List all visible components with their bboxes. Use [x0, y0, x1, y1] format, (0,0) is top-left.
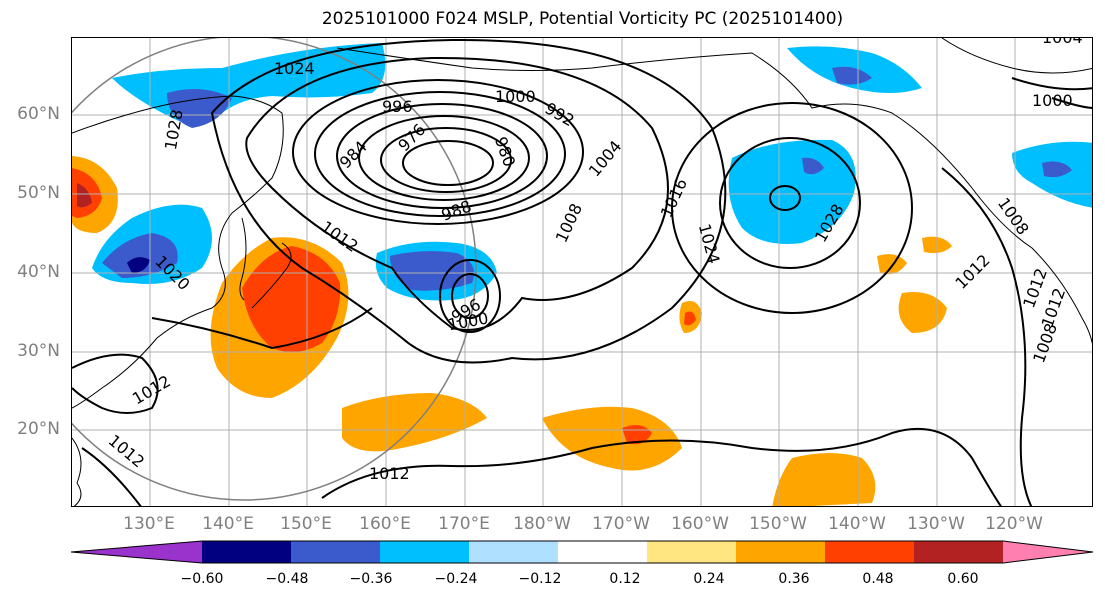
- colorbar-tick: 0.60: [947, 571, 979, 587]
- colorbar-segment: [736, 541, 825, 563]
- colorbar-tick: −0.24: [434, 571, 478, 587]
- contour-label: 1012: [951, 251, 993, 293]
- lon-label: 130°E: [123, 514, 175, 534]
- colorbar-tick: 0.36: [778, 571, 810, 587]
- contour-label: 1004: [585, 137, 626, 180]
- colorbar-segment: [291, 541, 380, 563]
- lat-label: 30°N: [17, 341, 60, 361]
- colorbar-segment: [558, 541, 647, 563]
- mslp-isobars: [72, 38, 1092, 506]
- colorbar-segment: [825, 541, 914, 563]
- pv-negative-regions: [92, 43, 1092, 301]
- lon-label: 150°W: [749, 514, 807, 534]
- colorbar-segments: [71, 541, 1093, 563]
- lon-label: 170°E: [438, 514, 490, 534]
- lon-label: 160°E: [359, 514, 411, 534]
- colorbar-tick: 0.24: [693, 571, 725, 587]
- map-panel: 1024 1028 996 984 976 980 1000 992 1004 …: [71, 37, 1093, 507]
- colorbar-tick: −0.60: [180, 571, 224, 587]
- lon-label: 180°W: [513, 514, 571, 534]
- map-svg: 1024 1028 996 984 976 980 1000 992 1004 …: [72, 38, 1092, 506]
- lat-label: 50°N: [17, 183, 60, 203]
- contour-label: 976: [394, 120, 429, 155]
- colorbar-tick: −0.12: [518, 571, 562, 587]
- contour-label: 1012: [105, 431, 148, 472]
- colorbar-segment: [469, 541, 558, 563]
- contour-label: 1000: [495, 87, 536, 106]
- colorbar-tick: −0.48: [265, 571, 309, 587]
- lon-label: 170°W: [592, 514, 650, 534]
- colorbar-tick: 0.48: [862, 571, 894, 587]
- colorbar-segment: [1003, 541, 1093, 563]
- contour-label: 1016: [657, 175, 691, 220]
- lon-label: 120°W: [985, 514, 1043, 534]
- contour-label: 1012: [129, 371, 174, 408]
- lon-label: 130°W: [907, 514, 965, 534]
- colorbar: [70, 540, 1094, 564]
- range-circle: [72, 38, 477, 501]
- lon-label: 150°E: [280, 514, 332, 534]
- lat-label: 20°N: [17, 419, 60, 439]
- colorbar-segment: [202, 541, 291, 563]
- contour-label: 1024: [274, 59, 315, 78]
- map-title: 2025101000 F024 MSLP, Potential Vorticit…: [321, 9, 844, 29]
- contour-label: 1000: [1032, 91, 1073, 110]
- contour-label: 980: [491, 134, 519, 169]
- colorbar-outline: [70, 540, 1094, 564]
- lon-label: 160°W: [671, 514, 729, 534]
- contour-label: 1012: [369, 464, 410, 483]
- contour-label: 1004: [1042, 38, 1083, 47]
- lat-label: 60°N: [17, 104, 60, 124]
- colorbar-tick: −0.36: [349, 571, 393, 587]
- contour-label: 996: [382, 97, 413, 116]
- colorbar-segment: [914, 541, 1003, 563]
- colorbar-tick: 0.12: [609, 571, 641, 587]
- lon-label: 140°E: [202, 514, 254, 534]
- coastlines: [72, 38, 1092, 506]
- lon-label: 140°W: [828, 514, 886, 534]
- colorbar-segment: [380, 541, 469, 563]
- colorbar-segment: [647, 541, 736, 563]
- lat-label: 40°N: [17, 262, 60, 282]
- colorbar-segment: [71, 541, 202, 563]
- contour-label: 1024: [695, 222, 724, 266]
- contour-label: 1008: [994, 194, 1033, 238]
- contour-label: 1008: [552, 200, 586, 245]
- contour-label: 1008: [1029, 321, 1061, 366]
